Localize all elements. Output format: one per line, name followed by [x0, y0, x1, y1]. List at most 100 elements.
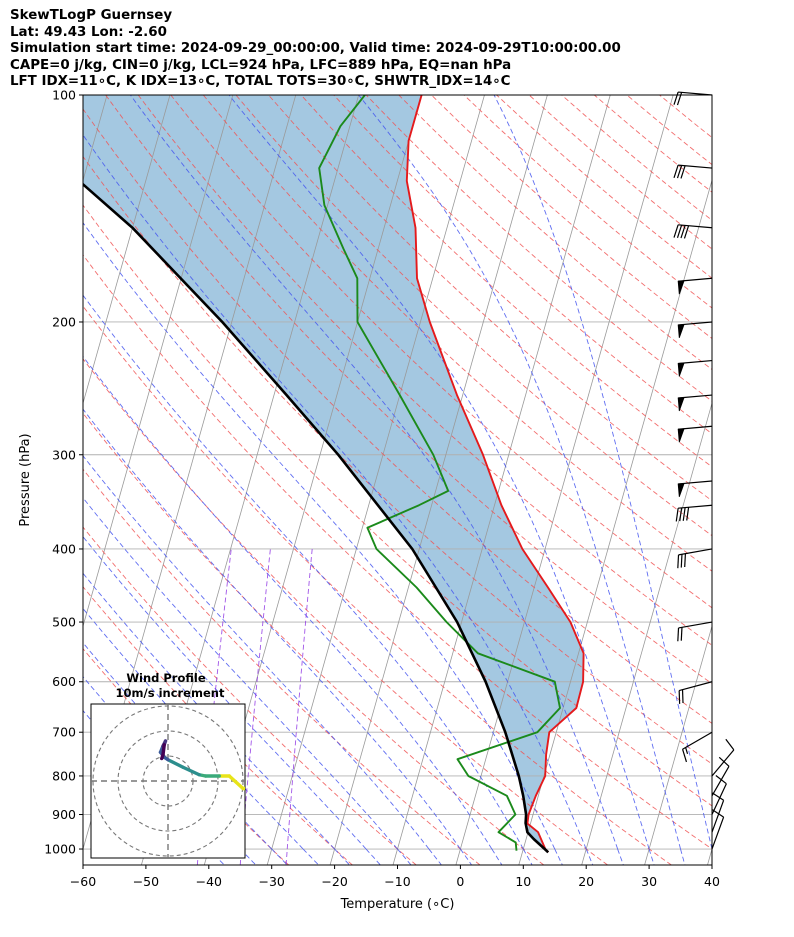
x-tick-label: −40: [196, 874, 222, 889]
wind-barb-full-feather: [725, 738, 735, 751]
moist-adiabat: [491, 848, 503, 865]
moist-adiabat: [648, 848, 655, 865]
dry-adiabat: [83, 468, 481, 865]
wind-barb-staff: [678, 548, 713, 556]
dry-adiabat: [137, 95, 712, 646]
hodograph-inset: Wind Profile 10m/s increment: [90, 671, 246, 859]
chart-header: SkewTLogP Guernsey Lat: 49.43 Lon: -2.60…: [10, 8, 621, 91]
wind-barb: [677, 425, 713, 443]
cape-shaded-area: [83, 95, 584, 853]
wind-barb-full-feather: [676, 224, 683, 238]
x-tick-label: 10: [515, 874, 531, 889]
wind-barb-staff: [682, 731, 713, 750]
moist-adiabat: [83, 222, 556, 850]
wind-barb-staff: [711, 816, 725, 850]
moist-adiabat: [271, 848, 288, 865]
moist-adiabat: [397, 848, 412, 865]
wind-barb: [711, 756, 730, 797]
wind-barb-half-feather: [685, 747, 689, 755]
y-tick-label: 300: [52, 447, 76, 462]
wind-barb: [677, 277, 713, 295]
dewpoint-line: [318, 95, 561, 851]
wind-barb: [678, 681, 713, 704]
wind-barb-full-feather: [686, 507, 690, 521]
wind-barb-full-feather: [682, 507, 686, 521]
dry-adiabat: [83, 254, 712, 850]
wind-barb: [677, 548, 713, 569]
wind-barb-full-feather: [712, 792, 724, 801]
x-tick-label: 30: [641, 874, 657, 889]
hodograph-trace-segment: [227, 774, 245, 791]
wind-barb-full-feather: [680, 165, 686, 179]
wind-barb-staff: [711, 783, 727, 815]
y-tick-label: 900: [52, 807, 76, 822]
moist-adiabat: [711, 849, 712, 851]
axes-layer: −60 −50 −40 −30 −20 −10 0 10 20 30 40 1000 900 800 700…: [44, 88, 720, 890]
y-tick-label: 100: [52, 88, 76, 103]
dry-adiabat: [300, 95, 712, 468]
parcel-line: [83, 182, 550, 854]
moist-adiabat: [83, 572, 335, 850]
moist-adiabat: [493, 95, 712, 850]
moist-adiabat: [83, 355, 493, 850]
moist-adiabat: [83, 536, 367, 850]
wind-barbs-layer: [673, 91, 735, 850]
dry-adiabat: [83, 526, 417, 865]
wind-barb-full-feather: [675, 508, 679, 522]
y-tick-label: 200: [52, 314, 76, 329]
x-tick-label: −50: [133, 874, 159, 889]
x-tick-label: −20: [321, 874, 347, 889]
y-tick-label: 400: [52, 541, 76, 556]
x-tick-label: 0: [456, 874, 464, 889]
wind-barb-full-feather: [683, 225, 690, 239]
y-tick-label: 600: [52, 674, 76, 689]
dry-adiabat: [333, 95, 712, 435]
dry-adiabat: [626, 95, 712, 166]
wind-barb-flag: [677, 362, 685, 377]
wind-barb-full-feather: [676, 92, 683, 106]
cape-area-layer: [83, 95, 584, 853]
indices-line-1: CAPE=0 j/kg, CIN=0 j/kg, LCL=924 hPa, LF…: [10, 57, 512, 73]
x-axis-title: Temperature (∘C): [340, 897, 455, 912]
wind-barb-flag: [677, 323, 685, 339]
moist-adiabat: [680, 848, 686, 865]
wind-barb-full-feather: [677, 554, 680, 569]
wind-barb-full-feather: [673, 224, 679, 238]
isotherm: [518, 178, 712, 865]
wind-barb-staff: [711, 766, 730, 797]
wind-barb-staff: [678, 164, 713, 169]
moist-adiabat: [585, 848, 594, 865]
wind-barb: [677, 359, 713, 377]
isotherm: [644, 624, 712, 865]
wind-barb-full-feather: [673, 164, 679, 178]
wind-barb-full-feather: [712, 809, 724, 818]
moist-adiabat: [130, 95, 619, 850]
hodograph-title: Wind Profile: [126, 671, 206, 685]
moist-adiabat: [83, 455, 430, 850]
dry-adiabat: [83, 647, 290, 865]
wind-barb-flag: [677, 397, 685, 412]
hodograph-subtitle: 10m/s increment: [116, 686, 225, 700]
wind-barb: [675, 504, 713, 522]
isotherm: [83, 95, 234, 628]
isotherm: [455, 95, 674, 865]
wind-barb: [673, 224, 713, 239]
hodograph-trace-segment: [166, 758, 185, 769]
wind-barb-full-feather: [681, 749, 688, 763]
wind-barb-full-feather: [680, 627, 683, 641]
wind-barb-staff: [711, 800, 725, 833]
wind-barb: [681, 731, 713, 763]
location-line: Lat: 49.43 Lon: -2.60: [10, 24, 167, 40]
moist-adiabat: [83, 497, 398, 850]
wind-barb-flag: [677, 482, 685, 498]
x-tick-label: −10: [384, 874, 410, 889]
y-tick-label: 1000: [44, 842, 76, 857]
dry-adiabat: [561, 95, 712, 221]
indices-line-2: LFT IDX=11∘C, K IDX=13∘C, TOTAL TOTS=30∘…: [10, 74, 511, 89]
moist-adiabat: [460, 848, 472, 865]
profile-lines-layer: [83, 95, 585, 854]
moist-adiabat: [83, 134, 587, 850]
wind-barb: [673, 164, 713, 179]
mixing-ratio-line: [285, 548, 313, 865]
